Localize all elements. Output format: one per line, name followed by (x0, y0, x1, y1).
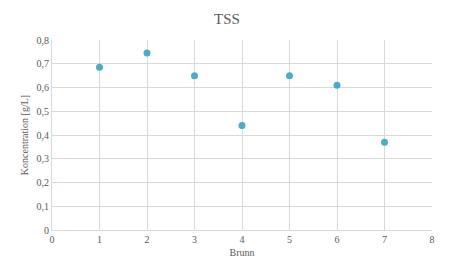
svg-text:4: 4 (240, 234, 245, 245)
svg-text:6: 6 (335, 234, 340, 245)
svg-text:0,8: 0,8 (37, 35, 50, 46)
svg-text:3: 3 (192, 234, 197, 245)
svg-text:0,1: 0,1 (37, 201, 50, 212)
svg-text:0,3: 0,3 (37, 153, 50, 164)
svg-text:0,4: 0,4 (37, 130, 50, 141)
svg-text:1: 1 (97, 234, 102, 245)
svg-text:0: 0 (50, 234, 55, 245)
svg-text:7: 7 (382, 234, 387, 245)
svg-text:0: 0 (44, 225, 49, 236)
svg-text:5: 5 (287, 234, 292, 245)
svg-text:0,2: 0,2 (37, 177, 50, 188)
svg-text:0,5: 0,5 (37, 106, 50, 117)
svg-text:TSS: TSS (214, 11, 240, 27)
svg-text:Brunn: Brunn (230, 247, 255, 258)
svg-text:0,6: 0,6 (37, 82, 50, 93)
svg-text:2: 2 (145, 234, 150, 245)
svg-text:8: 8 (430, 234, 435, 245)
svg-text:0,7: 0,7 (37, 58, 50, 69)
svg-text:Koncentration [g/L]: Koncentration [g/L] (19, 95, 30, 175)
